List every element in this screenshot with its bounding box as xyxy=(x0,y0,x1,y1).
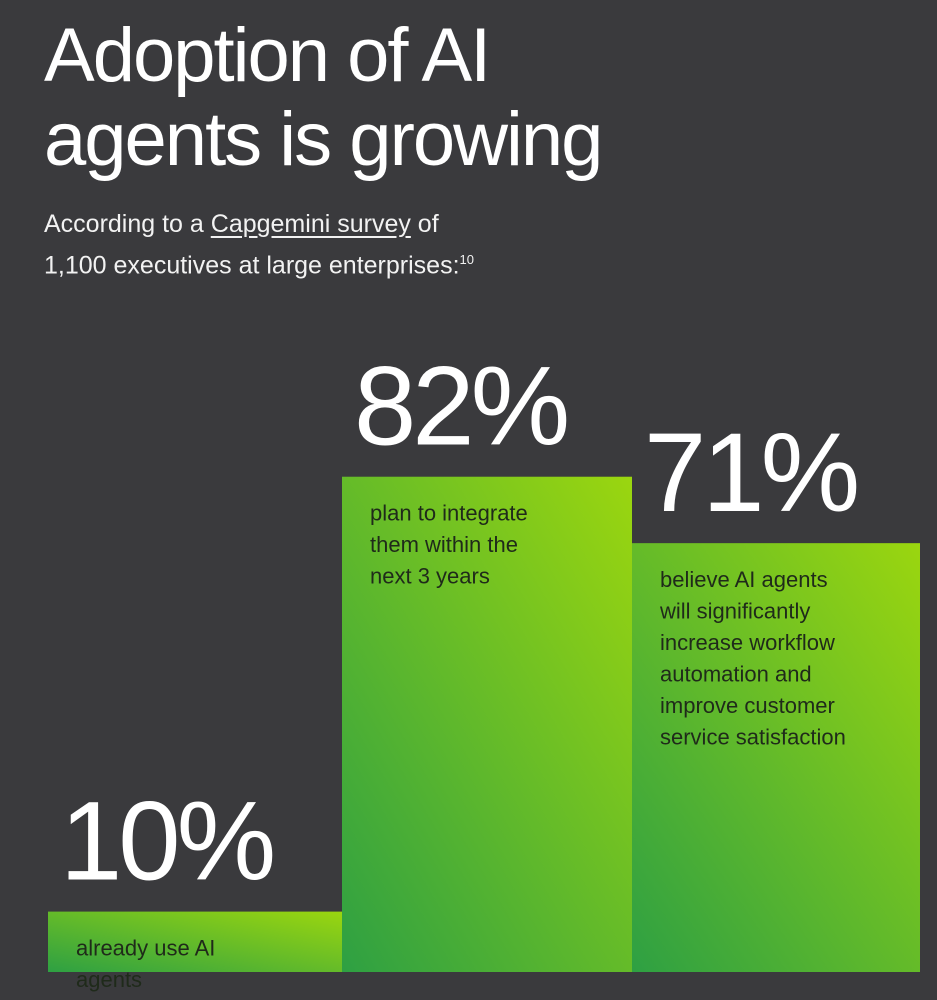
page-title: Adoption of AI agents is growing xyxy=(44,13,603,182)
title-line-1: Adoption of AI xyxy=(44,13,491,98)
bar-1 xyxy=(48,911,342,972)
bar-description-2: plan to integrate them within the next 3 y… xyxy=(370,501,528,589)
bar-description-3: believe AI agents will significantly incre… xyxy=(659,567,846,750)
subtitle-line-2: 1,100 executives at large enterprises:10 xyxy=(44,242,474,283)
footnote-marker: 10 xyxy=(459,252,474,267)
value-label-2: 82% xyxy=(354,344,567,469)
bar-description-1: already use AI agents xyxy=(76,936,215,993)
bars-group: 10% already use AI agents 82% plan to integr… xyxy=(48,344,920,992)
subtitle: According to a Capgemini survey of 1,100… xyxy=(44,206,474,283)
bar-description-line: them within the xyxy=(370,532,518,557)
bar-description-line: improve customer xyxy=(660,693,835,718)
bar-description-line: agents xyxy=(76,967,142,992)
bar-description-line: next 3 years xyxy=(370,564,490,589)
subtitle-line-1: According to a Capgemini survey of xyxy=(44,206,474,242)
bar-3 xyxy=(632,543,920,972)
value-label-3: 71% xyxy=(644,410,857,535)
bar-description-line: service satisfaction xyxy=(660,725,846,750)
bar-description-line: automation and xyxy=(660,662,812,687)
capgemini-survey-link[interactable]: Capgemini survey xyxy=(210,210,411,238)
title-line-2: agents is growing xyxy=(44,97,603,182)
bar-description-line: already use AI xyxy=(76,936,215,961)
bar-description-line: plan to integrate xyxy=(370,501,528,526)
subtitle-line-2-text: 1,100 executives at large enterprises: xyxy=(44,251,460,280)
value-label-1: 10% xyxy=(60,779,273,904)
bar-description-line: believe AI agents xyxy=(660,567,828,592)
bar-description-line: will significantly xyxy=(659,599,810,624)
subtitle-suffix: of xyxy=(410,210,439,238)
subtitle-prefix: According to a xyxy=(44,210,211,238)
bar-description-line: increase workflow xyxy=(660,630,835,655)
bar-2 xyxy=(342,476,632,972)
